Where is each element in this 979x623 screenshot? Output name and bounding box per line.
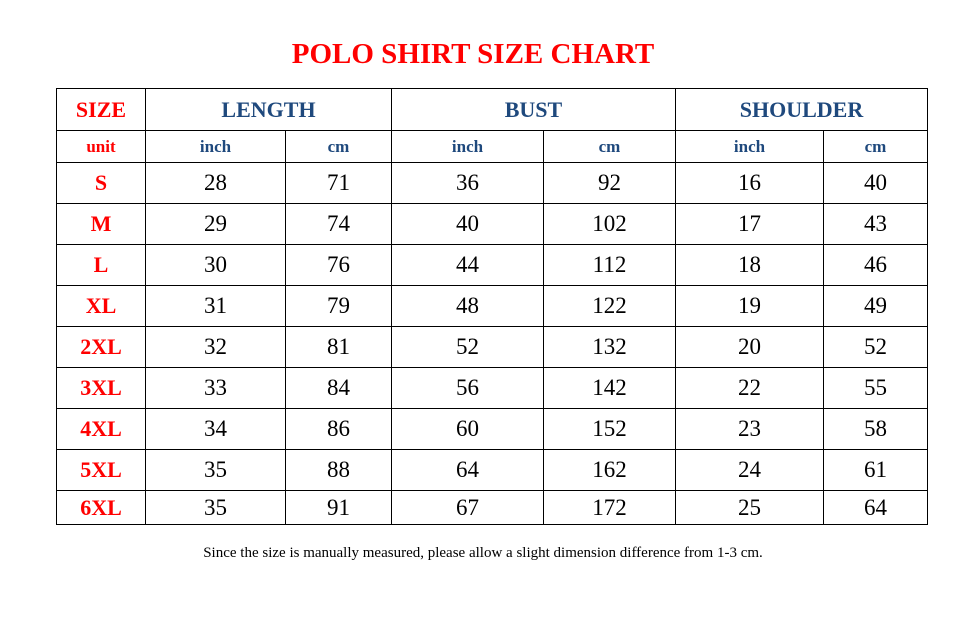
size-header: SIZE — [56, 88, 146, 131]
table-row: XL 31 79 48 122 19 49 — [56, 285, 928, 327]
unit-header: unit — [56, 130, 146, 163]
length-header: LENGTH — [145, 88, 392, 131]
size-label: 2XL — [56, 326, 146, 368]
measurement-cell: 52 — [823, 326, 928, 368]
size-label: S — [56, 162, 146, 204]
measurement-cell: 61 — [823, 449, 928, 491]
unit-label: cm — [285, 130, 392, 163]
measurement-cell: 23 — [675, 408, 824, 450]
measurement-cell: 22 — [675, 367, 824, 409]
measurement-cell: 40 — [823, 162, 928, 204]
measurement-cell: 122 — [543, 285, 676, 327]
table-row: M 29 74 40 102 17 43 — [56, 203, 928, 245]
measurement-cell: 32 — [145, 326, 286, 368]
measurement-cell: 84 — [285, 367, 392, 409]
measurement-cell: 64 — [823, 490, 928, 525]
size-label: 6XL — [56, 490, 146, 525]
unit-label: cm — [823, 130, 928, 163]
measurement-cell: 142 — [543, 367, 676, 409]
measurement-cell: 172 — [543, 490, 676, 525]
unit-label: cm — [543, 130, 676, 163]
measurement-cell: 31 — [145, 285, 286, 327]
unit-label: inch — [391, 130, 544, 163]
unit-label: inch — [145, 130, 286, 163]
measurement-cell: 48 — [391, 285, 544, 327]
unit-label: inch — [675, 130, 824, 163]
table-row: 3XL 33 84 56 142 22 55 — [56, 367, 928, 409]
measurement-cell: 55 — [823, 367, 928, 409]
measurement-cell: 20 — [675, 326, 824, 368]
measurement-cell: 19 — [675, 285, 824, 327]
size-label: L — [56, 244, 146, 286]
measurement-cell: 18 — [675, 244, 824, 286]
measurement-cell: 88 — [285, 449, 392, 491]
measurement-cell: 16 — [675, 162, 824, 204]
size-label: 3XL — [56, 367, 146, 409]
bust-header: BUST — [391, 88, 676, 131]
measurement-cell: 64 — [391, 449, 544, 491]
measurement-cell: 74 — [285, 203, 392, 245]
table-row: 4XL 34 86 60 152 23 58 — [56, 408, 928, 450]
measurement-cell: 152 — [543, 408, 676, 450]
shoulder-header: SHOULDER — [675, 88, 928, 131]
table-row: 5XL 35 88 64 162 24 61 — [56, 449, 928, 491]
measurement-cell: 43 — [823, 203, 928, 245]
measurement-cell: 56 — [391, 367, 544, 409]
measurement-cell: 25 — [675, 490, 824, 525]
measurement-cell: 79 — [285, 285, 392, 327]
chart-title: POLO SHIRT SIZE CHART — [291, 38, 655, 70]
measurement-cell: 46 — [823, 244, 928, 286]
measurement-cell: 132 — [543, 326, 676, 368]
measurement-cell: 28 — [145, 162, 286, 204]
measurement-cell: 81 — [285, 326, 392, 368]
size-label: 4XL — [56, 408, 146, 450]
measurement-cell: 33 — [145, 367, 286, 409]
group-header-row: SIZE LENGTH BUST SHOULDER — [56, 88, 928, 131]
measurement-cell: 34 — [145, 408, 286, 450]
table-row: L 30 76 44 112 18 46 — [56, 244, 928, 286]
measurement-cell: 36 — [391, 162, 544, 204]
measurement-cell: 44 — [391, 244, 544, 286]
table-row: S 28 71 36 92 16 40 — [56, 162, 928, 204]
size-label: M — [56, 203, 146, 245]
size-chart-table: SIZE LENGTH BUST SHOULDER unit inch cm i… — [56, 88, 928, 525]
measurement-cell: 102 — [543, 203, 676, 245]
table-row: 6XL 35 91 67 172 25 64 — [56, 490, 928, 525]
measurement-cell: 40 — [391, 203, 544, 245]
measurement-cell: 30 — [145, 244, 286, 286]
measurement-cell: 91 — [285, 490, 392, 525]
table-row: 2XL 32 81 52 132 20 52 — [56, 326, 928, 368]
size-label: 5XL — [56, 449, 146, 491]
measurement-cell: 92 — [543, 162, 676, 204]
measurement-cell: 52 — [391, 326, 544, 368]
measurement-cell: 76 — [285, 244, 392, 286]
unit-header-row: unit inch cm inch cm inch cm — [56, 130, 928, 163]
measurement-cell: 24 — [675, 449, 824, 491]
measurement-cell: 71 — [285, 162, 392, 204]
measurement-cell: 58 — [823, 408, 928, 450]
measurement-cell: 35 — [145, 490, 286, 525]
measurement-cell: 162 — [543, 449, 676, 491]
size-label: XL — [56, 285, 146, 327]
measurement-note: Since the size is manually measured, ple… — [203, 545, 763, 561]
measurement-cell: 35 — [145, 449, 286, 491]
measurement-cell: 86 — [285, 408, 392, 450]
measurement-cell: 17 — [675, 203, 824, 245]
measurement-cell: 67 — [391, 490, 544, 525]
measurement-cell: 60 — [391, 408, 544, 450]
measurement-cell: 29 — [145, 203, 286, 245]
measurement-cell: 112 — [543, 244, 676, 286]
measurement-cell: 49 — [823, 285, 928, 327]
